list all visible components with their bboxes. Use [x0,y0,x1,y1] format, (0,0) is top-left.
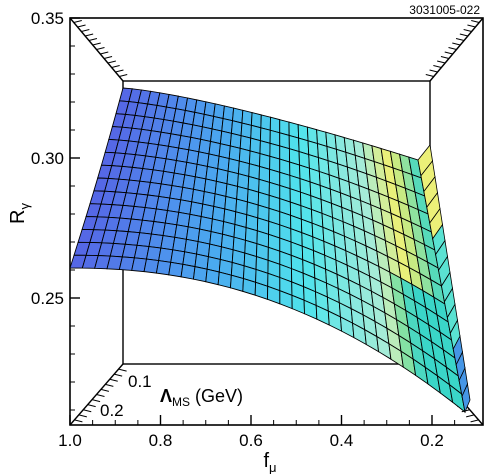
depth-tick-label: 0.1 [128,372,152,391]
depth-axis-label: ΛMS (GeV) [160,386,243,409]
depth-tick-mark [448,47,457,50]
depth-tick-mark [105,383,114,387]
surface-cell [170,249,186,265]
depth-tick-mark [463,29,472,32]
outer-frame [69,17,484,426]
depth-ticks-bl [74,368,127,423]
depth-tick-mark [109,378,118,382]
depth-tick-mark [437,60,446,64]
depth-tick-mark [471,20,480,23]
y-axis-ticks: 0.35 0.30 0.25 [31,9,80,411]
depth-tick-mark [74,419,83,423]
depth-ticks-tl [73,20,128,77]
depth-tick-mark [466,414,475,418]
surface-cell [172,236,187,253]
depth-tick-mark [85,33,94,37]
depth-tick-mark [96,47,105,50]
depth-tick-mark [429,69,438,73]
depth-tick-mark [83,409,92,413]
x-tick-label: 0.6 [239,431,263,450]
depth-tick-mark [425,74,434,77]
depth-tick-mark [100,51,109,55]
surface-flap-cell [461,382,471,414]
depth-tick-mark [452,42,461,46]
depth-tick-mark [73,20,82,23]
depth-tick-mark [87,404,96,408]
depth-tick-mark [81,29,90,32]
depth-tick-mark [96,394,105,397]
depth-ticks-tr [425,20,480,77]
depth-tick-mark [77,24,86,28]
x-axis-label: fμ [263,450,276,474]
surface-cell [174,224,189,240]
x-tick-label: 0.8 [149,431,173,450]
surface-cell [168,261,184,278]
surface-cell [192,266,208,283]
depth-tick-mark [119,74,128,77]
surface-cell [178,199,193,215]
depth-tick-mark [433,65,442,68]
depth-tick-mark [118,368,127,372]
x-tick-label: 1.0 [58,431,82,450]
surface-cell [217,271,232,289]
depth-tick-mark [103,56,113,59]
depth-tick-label: 0.2 [100,401,124,420]
surface-cell [176,211,191,228]
depth-tick-mark [115,69,124,73]
surface-cell [180,263,196,280]
depth-tick-mark [440,56,450,59]
depth-tick-mark [78,414,87,418]
depth-tick-mark [100,388,110,392]
depth-tick-mark [467,24,476,28]
surface-cell [155,260,172,276]
surface-cell [205,268,220,286]
depth-tick-mark [470,419,479,423]
y-tick-label: 0.30 [31,149,64,168]
surface-cell [158,247,174,263]
x-tick-label: 0.2 [420,431,444,450]
y-tick-label: 0.25 [31,289,64,308]
figure-id: 3031005-022 [409,3,480,17]
depth-tick-mark [111,65,120,68]
depth-tick-mark [455,38,465,41]
surface-mesh [69,87,471,414]
depth-tick-mark [92,42,101,46]
depth-tick-mark [444,51,453,55]
surface-cell [229,274,244,292]
y-axis-label: Rγ [7,203,32,224]
depth-tick-mark [459,33,468,37]
x-tick-label: 0.4 [330,431,354,450]
depth-tick-mark [107,60,116,64]
y-tick-label: 0.35 [31,9,64,28]
x-axis-ticks: 1.0 0.8 0.6 0.4 0.2 [58,415,456,450]
depth-tick-mark [114,373,123,377]
depth-tick-mark [88,38,98,41]
depth-tick-mark [91,399,101,403]
